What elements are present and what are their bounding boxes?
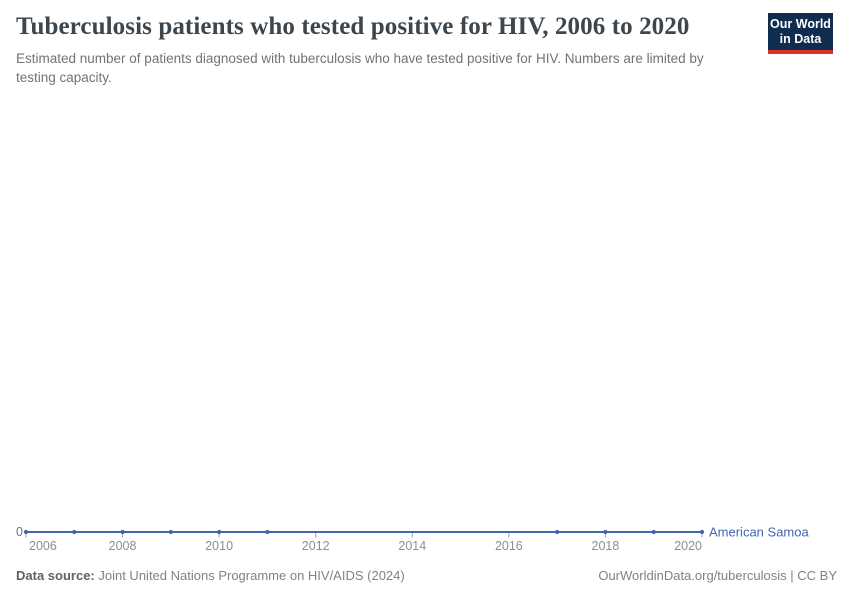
- x-axis-tick-label: 2016: [495, 539, 523, 553]
- data-source-label: Data source:: [16, 568, 95, 583]
- chart-header: Tuberculosis patients who tested positiv…: [0, 0, 850, 87]
- data-source-text: Joint United Nations Programme on HIV/AI…: [94, 568, 405, 583]
- data-point[interactable]: [699, 529, 705, 535]
- series-entity-label[interactable]: American Samoa: [709, 525, 809, 540]
- page-title: Tuberculosis patients who tested positiv…: [16, 13, 690, 40]
- x-axis-tick-label: 2006: [29, 539, 57, 553]
- data-point[interactable]: [23, 529, 29, 535]
- data-point[interactable]: [120, 529, 125, 535]
- owid-logo-line2: in Data: [779, 32, 822, 46]
- x-axis-tick-label: 2014: [398, 539, 426, 553]
- owid-logo-line1: Our World: [770, 17, 831, 31]
- data-point[interactable]: [555, 529, 560, 535]
- x-axis-tick-label: 2018: [592, 539, 620, 553]
- data-point[interactable]: [217, 529, 222, 535]
- owid-logo[interactable]: Our World in Data: [768, 13, 833, 54]
- x-axis-tick-label: 2008: [109, 539, 137, 553]
- x-axis-tick-label: 2010: [205, 539, 233, 553]
- y-axis-zero-label: 0: [16, 525, 23, 539]
- chart-footer: Data source: Joint United Nations Progra…: [16, 568, 837, 583]
- x-axis-tick-label: 2012: [302, 539, 330, 553]
- data-source-note: Data source: Joint United Nations Progra…: [16, 568, 405, 583]
- data-point[interactable]: [168, 529, 173, 535]
- data-point[interactable]: [603, 529, 608, 535]
- data-point[interactable]: [265, 529, 270, 535]
- x-axis-tick-label: 2020: [674, 539, 702, 553]
- data-point[interactable]: [651, 529, 656, 535]
- license-note[interactable]: OurWorldinData.org/tuberculosis | CC BY: [598, 568, 837, 583]
- data-point[interactable]: [72, 529, 77, 535]
- chart-subtitle: Estimated number of patients diagnosed w…: [16, 51, 704, 86]
